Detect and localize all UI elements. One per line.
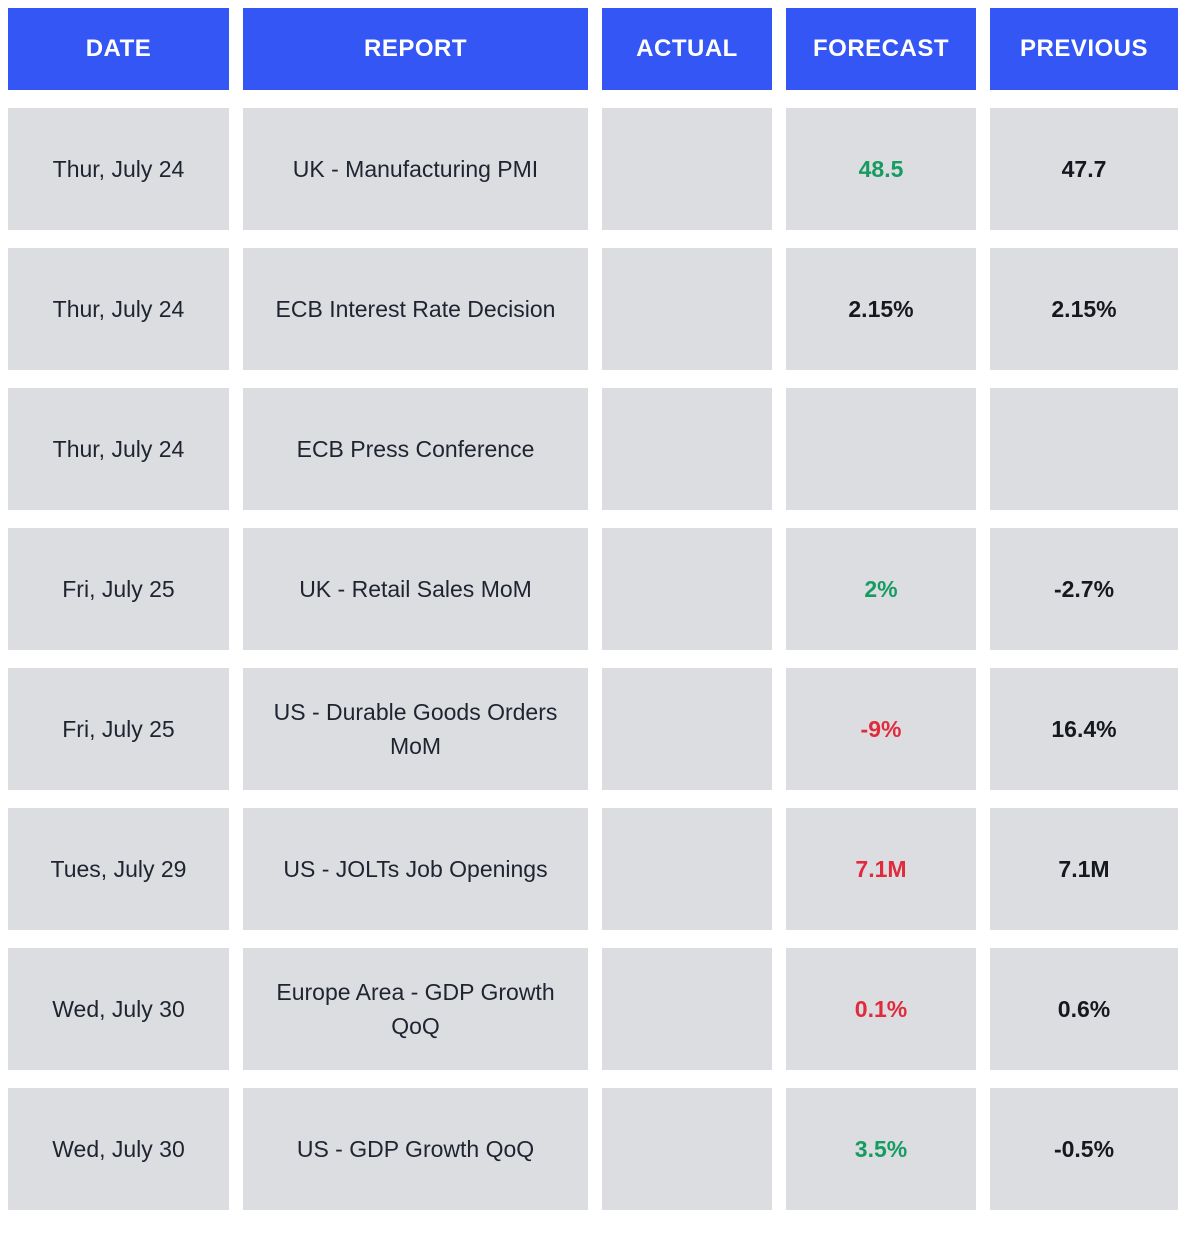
forecast-cell: 0.1% xyxy=(786,948,976,1070)
forecast-cell: 3.5% xyxy=(786,1088,976,1210)
actual-cell xyxy=(602,948,772,1070)
forecast-cell: -9% xyxy=(786,668,976,790)
previous-cell: 0.6% xyxy=(990,948,1178,1070)
previous-cell xyxy=(990,388,1178,510)
date-cell: Thur, July 24 xyxy=(8,248,229,370)
economic-calendar-table: DATE REPORT ACTUAL FORECAST PREVIOUS Thu… xyxy=(8,8,1180,1210)
report-cell: ECB Press Conference xyxy=(243,388,588,510)
actual-cell xyxy=(602,108,772,230)
column-header-previous: PREVIOUS xyxy=(990,8,1178,90)
previous-cell: 2.15% xyxy=(990,248,1178,370)
actual-cell xyxy=(602,668,772,790)
report-cell: UK - Manufacturing PMI xyxy=(243,108,588,230)
previous-cell: 7.1M xyxy=(990,808,1178,930)
date-cell: Thur, July 24 xyxy=(8,108,229,230)
previous-cell: 16.4% xyxy=(990,668,1178,790)
column-header-forecast: FORECAST xyxy=(786,8,976,90)
forecast-cell: 2.15% xyxy=(786,248,976,370)
report-cell: US - JOLTs Job Openings xyxy=(243,808,588,930)
report-cell: Europe Area - GDP Growth QoQ xyxy=(243,948,588,1070)
date-cell: Fri, July 25 xyxy=(8,528,229,650)
date-cell: Thur, July 24 xyxy=(8,388,229,510)
actual-cell xyxy=(602,248,772,370)
date-cell: Fri, July 25 xyxy=(8,668,229,790)
actual-cell xyxy=(602,808,772,930)
previous-cell: -2.7% xyxy=(990,528,1178,650)
previous-cell: -0.5% xyxy=(990,1088,1178,1210)
actual-cell xyxy=(602,388,772,510)
actual-cell xyxy=(602,528,772,650)
forecast-cell: 48.5 xyxy=(786,108,976,230)
forecast-cell: 2% xyxy=(786,528,976,650)
date-cell: Tues, July 29 xyxy=(8,808,229,930)
forecast-cell xyxy=(786,388,976,510)
report-cell: ECB Interest Rate Decision xyxy=(243,248,588,370)
report-cell: UK - Retail Sales MoM xyxy=(243,528,588,650)
report-cell: US - Durable Goods Orders MoM xyxy=(243,668,588,790)
actual-cell xyxy=(602,1088,772,1210)
report-cell: US - GDP Growth QoQ xyxy=(243,1088,588,1210)
column-header-report: REPORT xyxy=(243,8,588,90)
previous-cell: 47.7 xyxy=(990,108,1178,230)
date-cell: Wed, July 30 xyxy=(8,1088,229,1210)
date-cell: Wed, July 30 xyxy=(8,948,229,1070)
column-header-actual: ACTUAL xyxy=(602,8,772,90)
column-header-date: DATE xyxy=(8,8,229,90)
forecast-cell: 7.1M xyxy=(786,808,976,930)
